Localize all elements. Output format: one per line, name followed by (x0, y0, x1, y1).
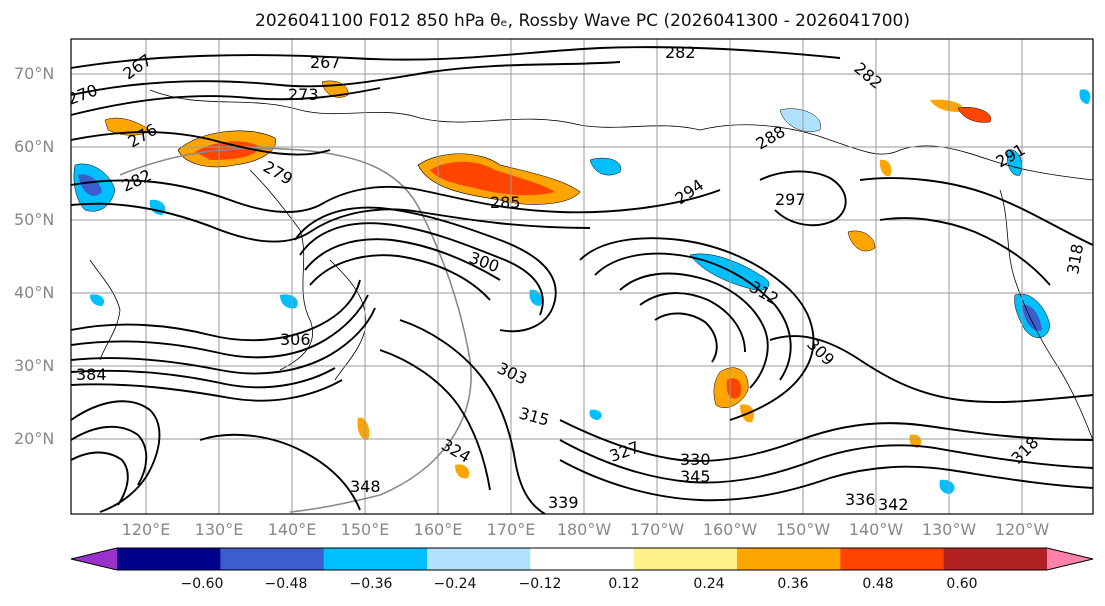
colorbar (70, 547, 1094, 571)
positive-anomaly-patch (455, 464, 470, 479)
contour-label: 345 (680, 467, 711, 486)
contour-label: 273 (288, 85, 319, 104)
contour-label: 267 (310, 53, 341, 72)
lon-label: 130°W (921, 520, 977, 539)
contour-label: 384 (76, 365, 107, 384)
lon-label: 170°W (629, 520, 685, 539)
contour-label: 339 (548, 493, 579, 512)
colorbar-tick-label: 0.48 (862, 576, 894, 592)
negative-anomaly-patch (280, 294, 298, 309)
lat-label-70n: 70°N (14, 64, 55, 83)
negative-anomaly-patch (779, 108, 821, 132)
lon-label: 150°W (775, 520, 831, 539)
lon-label: 140°W (848, 520, 904, 539)
lon-label: 150°E (340, 520, 390, 539)
lon-label: 120°W (994, 520, 1050, 539)
lat-label-30n: 30°N (14, 356, 55, 375)
positive-anomaly-patch (357, 417, 370, 440)
colorbar-outline (70, 547, 1094, 571)
negative-anomaly-patch (589, 409, 602, 420)
colorbar-segment (840, 548, 945, 570)
negative-anomaly-patch (1079, 89, 1091, 104)
lon-label: 140°E (267, 520, 317, 539)
colorbar-tick-label: 0.24 (693, 576, 725, 592)
colorbar-extend-high (1047, 548, 1093, 570)
colorbar-segment (427, 548, 531, 570)
lat-label-50n: 50°N (14, 210, 55, 229)
lon-label: 160°E (413, 520, 463, 539)
contour-label: 282 (665, 43, 696, 62)
positive-anomaly-patch (957, 107, 992, 123)
colorbar-tick-label: −0.36 (349, 576, 393, 592)
negative-anomaly-patch (939, 479, 955, 494)
lat-label-60n: 60°N (14, 137, 55, 156)
colorbar-tick-label: −0.60 (180, 576, 224, 592)
colorbar-tick-label: −0.12 (518, 576, 562, 592)
positive-anomaly-patch (195, 141, 260, 160)
contour-label: 285 (490, 193, 521, 212)
colorbar-segment (530, 548, 635, 570)
contour-label: 306 (280, 330, 311, 349)
colorbar-tick-label: 0.12 (608, 576, 640, 592)
lat-label-40n: 40°N (14, 283, 55, 302)
contour-label: 297 (775, 190, 806, 209)
colorbar-segment (633, 548, 738, 570)
positive-anomaly-patch (930, 99, 963, 112)
colorbar-segments (117, 548, 1048, 570)
colorbar-tick-label: 0.36 (777, 576, 809, 592)
contour-layer (71, 46, 1093, 514)
negative-anomaly-patch (90, 294, 105, 306)
colorbar-tick-label: −0.24 (433, 576, 477, 592)
negative-anomaly-patch (1007, 149, 1022, 176)
chart-title: 2026041100 F012 850 hPa θₑ, Rossby Wave … (255, 11, 910, 31)
colorbar-extend-low (71, 548, 117, 570)
lat-label-20n: 20°N (14, 429, 55, 448)
positive-anomaly-patch (909, 434, 922, 448)
colorbar-tick-label: 0.60 (946, 576, 978, 592)
positive-anomaly-patch (430, 161, 555, 196)
colorbar-segment (943, 548, 1048, 570)
lon-label: 180°W (556, 520, 612, 539)
lon-label: 120°E (121, 520, 171, 539)
contour-label: 336 (845, 490, 876, 509)
colorbar-segment (117, 548, 221, 570)
lon-label: 130°E (194, 520, 244, 539)
colorbar-segment (737, 548, 841, 570)
contour-label: 330 (680, 450, 711, 469)
lon-label: 160°W (702, 520, 758, 539)
contour-label: 342 (878, 495, 909, 514)
contour-label: 348 (350, 477, 381, 496)
colorbar-segment (220, 548, 325, 570)
lon-label: 170°E (486, 520, 536, 539)
positive-anomaly-patch (879, 159, 892, 177)
colorbar-tick-label: −0.48 (264, 576, 308, 592)
negative-anomaly-patch (529, 289, 543, 306)
positive-anomaly-patch (847, 230, 876, 252)
gray-band-line (119, 147, 472, 513)
map-frame (70, 38, 1094, 515)
negative-anomaly-patch (589, 157, 622, 176)
negative-anomaly-patch (78, 174, 102, 196)
colorbar-segment (323, 548, 428, 570)
